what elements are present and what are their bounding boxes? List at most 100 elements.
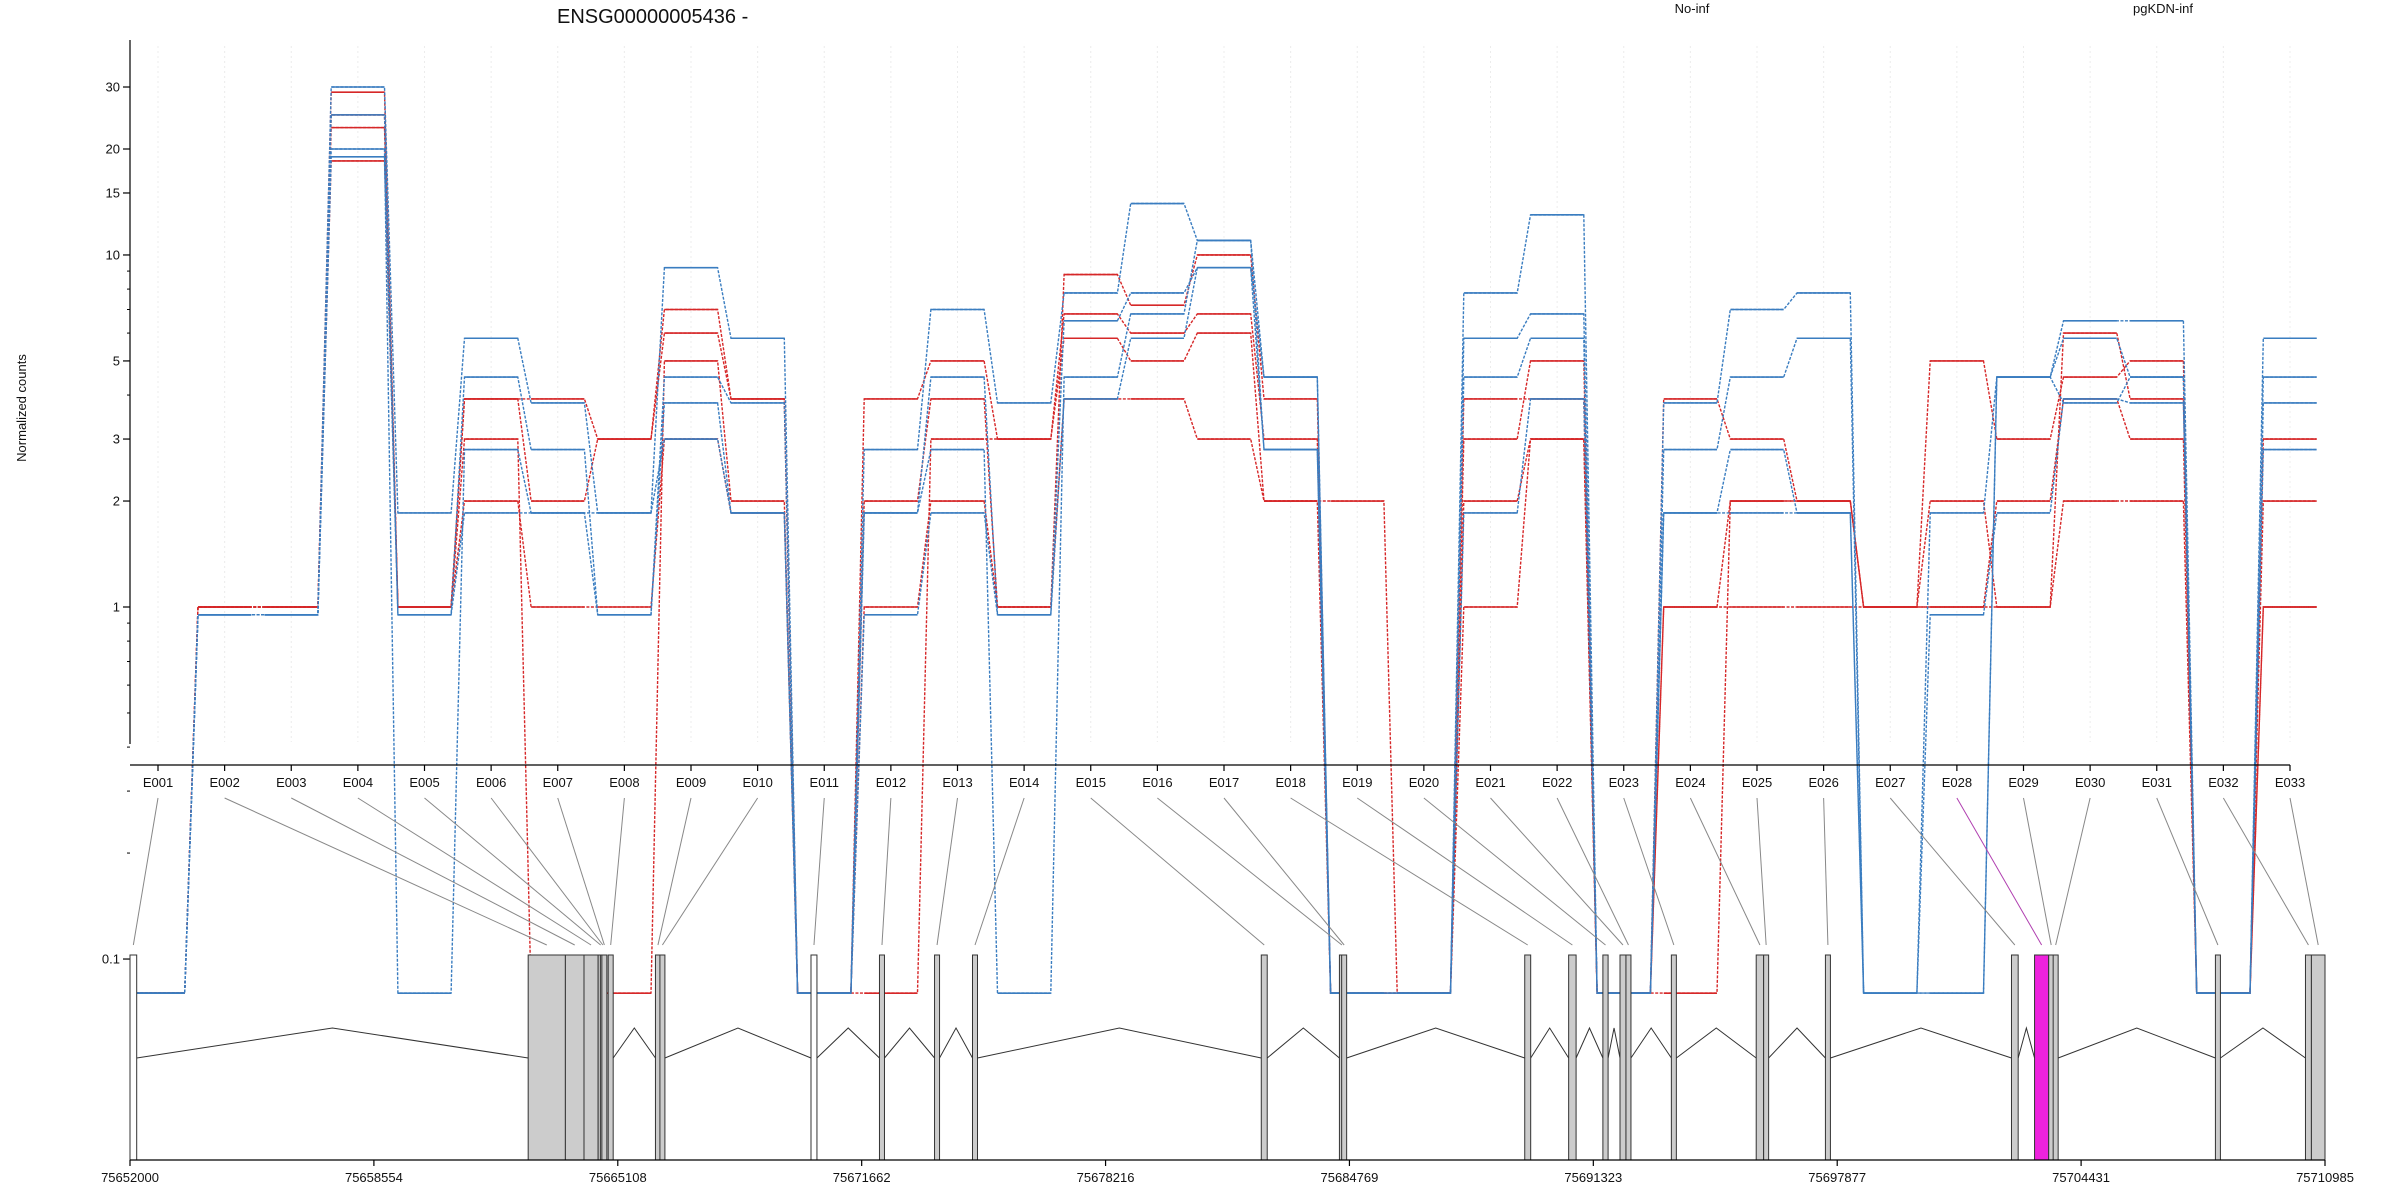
chart-title: ENSG00000005436 - [557,6,748,28]
y-tick-label: 2 [113,494,120,509]
exon-connector-line [1756,797,1767,946]
exon-box [1341,954,1348,1161]
exon-connector-line [1823,797,1829,946]
exon-connector-line [813,797,825,946]
exon-box [1568,954,1577,1161]
exon-box [1602,954,1609,1161]
exon-box [1260,954,1268,1161]
exon-box [129,954,138,1161]
x-tick-label: E006 [476,775,506,790]
y-tick-label: 5 [113,353,120,368]
x-tick-label: E024 [1675,775,1705,790]
y-tick-label: 30 [106,80,120,95]
exon-connector-line [357,797,592,946]
coordinate-tick-label: 75691323 [1564,1170,1622,1185]
exon-connector-line [1356,797,1573,946]
exon-box [934,954,941,1161]
y-tick-label: 3 [113,432,120,447]
exon-box [527,954,566,1161]
exon-connector-line [1423,797,1606,946]
exon-box [601,954,608,1161]
gene-model [129,954,2326,1161]
genomic-coordinate-axis: 75652000 75658554 75665108 75671662 75678216… [101,1159,2354,1185]
exon-box [878,954,885,1161]
exon-connector-line [1290,797,1528,946]
coordinate-tick-label: 75704431 [2052,1170,2110,1185]
exon-connector-line [224,797,547,946]
x-tick-label: E022 [1542,775,1572,790]
x-tick-label: E019 [1342,775,1372,790]
exon-box [2304,954,2312,1161]
y-axis-label: Normalized counts [14,354,29,462]
exon-box [564,954,585,1161]
exon-connector-line [557,797,605,946]
intron-connector [1530,1027,1570,1059]
y-axis: 0.1 1 2 3 5 10 15 20 30 [102,40,131,967]
intron-connector [612,1027,656,1059]
exon-connector-line [490,797,604,946]
x-tick-label: E027 [1875,775,1905,790]
exon-connector-line [657,797,692,946]
x-axis: E001 E002 E003 E004 E005 E006 E007 E008 E009 E010… [130,764,2305,790]
x-tick-label: E016 [1142,775,1172,790]
exon-connector-line [1090,797,1265,946]
x-tick-label: E029 [2008,775,2038,790]
x-tick-label: E028 [1942,775,1972,790]
x-tick-label: E004 [343,775,373,790]
intron-connector [1830,1027,2012,1059]
exon-connector-line [2156,797,2219,946]
intron-connector [1768,1027,1826,1059]
x-tick-label: E030 [2075,775,2105,790]
exon-connector-line [881,797,892,946]
y-tick-label: 1 [113,600,120,615]
exon-connector-line [1623,797,1675,946]
y-tick-label: 10 [106,247,120,262]
intron-connector [1575,1026,1604,1059]
legend-label-no-inf: No-inf [1675,1,1710,16]
x-tick-label: E018 [1275,775,1305,790]
exon-connector-line [1889,797,2016,946]
intron-connector [136,1027,529,1059]
legend-label-pgkdn-inf: pgKDN-inf [2133,1,2193,16]
x-tick-label: E033 [2275,775,2305,790]
coordinate-tick-label: 75697877 [1808,1170,1866,1185]
x-tick-label: E007 [543,775,573,790]
exon-connector-line [610,797,625,946]
exon-box [1763,954,1770,1161]
intron-connector [1346,1027,1525,1059]
coordinate-tick-label: 75652000 [101,1170,159,1185]
intron-connector [977,1027,1262,1059]
x-tick-label: E003 [276,775,306,790]
x-tick-label: E014 [1009,775,1039,790]
x-tick-label: E005 [409,775,439,790]
coordinate-tick-label: 75678216 [1077,1170,1135,1185]
x-tick-label: E017 [1209,775,1239,790]
exon-box [2010,954,2019,1161]
intron-connector [884,1027,935,1059]
y-tick-label: 0.1 [102,952,120,967]
intron-connector [2220,1027,2306,1059]
exon-box [1824,954,1831,1161]
exon-box [2034,954,2050,1161]
exon-connector-line [1556,797,1629,946]
x-tick-label: E008 [609,775,639,790]
exon-connector-line [2055,797,2091,946]
grid-lines [157,46,2291,742]
exon-connector-line [1689,797,1761,946]
exon-connector-line [974,797,1025,946]
coordinate-tick-label: 75710985 [2296,1170,2354,1185]
exon-box [659,954,666,1161]
exon-box [971,954,978,1161]
x-tick-label: E021 [1475,775,1505,790]
exon-box [1670,954,1677,1161]
x-tick-label: E001 [143,775,173,790]
x-tick-label: E023 [1609,775,1639,790]
intron-connector [1607,1027,1621,1059]
intron-connector [1630,1027,1672,1059]
x-tick-label: E032 [2208,775,2238,790]
exon-connector-line [661,797,759,946]
exon-box [810,954,818,1161]
intron-connector [2017,1026,2036,1059]
exon-box [2310,954,2326,1161]
